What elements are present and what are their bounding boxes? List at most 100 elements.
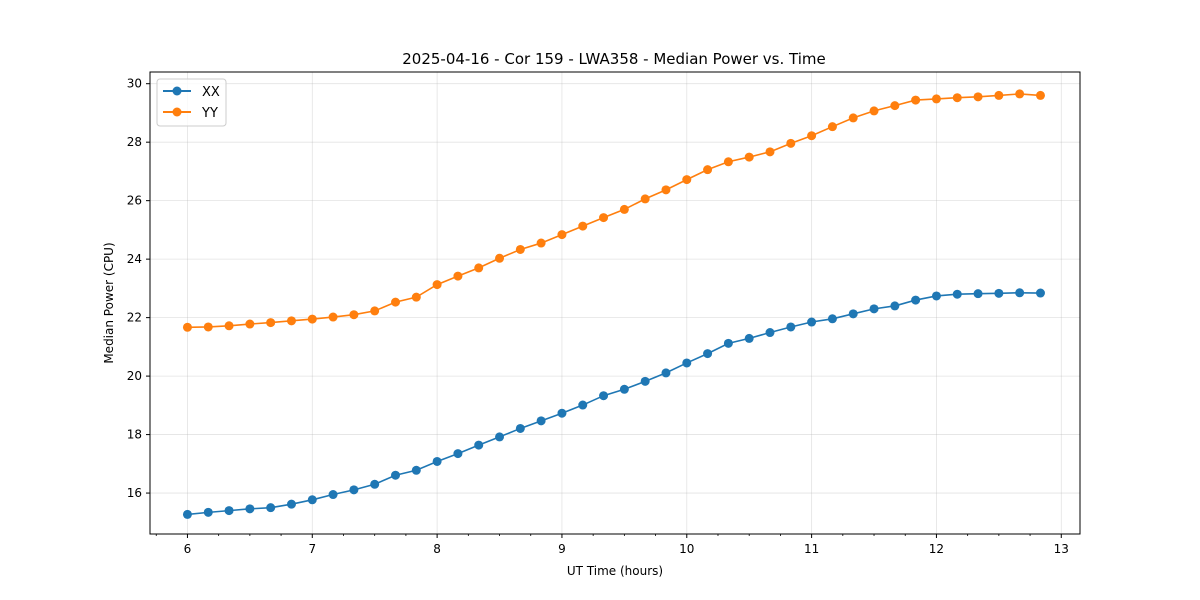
y-axis-label: Median Power (CPU) [102,242,116,363]
series-xx-point [890,301,900,311]
series-xx-point [723,338,733,348]
series-yy-point [807,131,817,141]
series-xx-point [682,358,692,368]
series-yy-point [578,221,588,231]
series-yy-point [640,194,650,204]
series-yy-point [349,310,359,320]
series-xx-point [286,499,296,509]
x-tick-label: 13 [1054,542,1069,556]
series-yy-point [536,238,546,248]
x-tick-label: 8 [433,542,441,556]
series-yy-point [224,321,234,331]
y-tick-label: 16 [127,486,142,500]
series-yy-point [869,106,879,116]
series-yy-point [786,138,796,148]
series-xx-point [765,328,775,338]
series-yy-point [703,165,713,175]
series-xx-point [182,509,192,519]
series-xx-point [1015,288,1025,298]
series-yy-point [328,312,338,322]
series-yy-point [495,253,505,263]
legend-yy-marker [172,107,182,117]
series-yy-point [973,92,983,102]
y-tick-label: 20 [127,369,142,383]
series-xx-point [973,289,983,299]
series-xx-point [1035,288,1045,298]
grid-lines [150,72,1080,534]
series-yy-point [453,271,463,281]
series-xx-point [391,470,401,480]
y-axis-ticks: 16 18 20 22 24 26 28 30 [127,77,150,500]
series-xx-point [599,391,609,401]
series-yy-point [182,322,192,332]
y-tick-label: 26 [127,194,142,208]
series-yy-point [1035,90,1045,100]
series-xx-point [931,291,941,301]
series-yy-point [474,263,484,273]
series-xx-point [786,322,796,332]
chart-title: 2025-04-16 - Cor 159 - LWA358 - Median P… [402,50,826,68]
series-xx-point [827,314,837,324]
series-xx-point [203,507,213,517]
series-yy-point [599,213,609,223]
series-xx-point [619,384,629,394]
series-yy-point [911,95,921,105]
series-xx-point [349,485,359,495]
y-tick-label: 30 [127,77,142,91]
series-yy-point [931,94,941,104]
legend-xx-label: XX [202,85,220,100]
series-yy-point [391,297,401,307]
series-xx-point [869,304,879,314]
y-tick-label: 24 [127,252,142,266]
series-yy-point [1015,89,1025,99]
series-xx-point [744,333,754,343]
x-tick-label: 12 [929,542,944,556]
x-tick-label: 10 [679,542,694,556]
series-yy-point [245,319,255,329]
series-xx-point [994,288,1004,298]
series-yy-point [432,280,442,290]
series-yy-point [723,157,733,167]
series-yy-point [994,90,1004,100]
series-xx-point [328,490,338,500]
series-yy-point [952,93,962,103]
series-xx-point [952,289,962,299]
legend: XX YY [156,78,227,127]
x-tick-label: 6 [184,542,192,556]
series-xx-point [370,479,380,489]
series-yy-point [370,306,380,316]
series-yy-point [307,314,317,324]
series-yy-point [682,175,692,185]
series-xx-point [911,295,921,305]
legend-xx-marker [172,86,182,96]
series-xx-point [474,440,484,450]
series-xx-point [807,317,817,327]
x-tick-label: 11 [804,542,819,556]
series-xx-point [578,400,588,410]
x-tick-label: 9 [558,542,566,556]
x-tick-label: 7 [308,542,316,556]
y-tick-label: 18 [127,428,142,442]
series-yy-point [744,152,754,162]
series-xx-point [848,309,858,319]
series-yy-point [203,322,213,332]
series-xx-point [266,503,276,513]
series-xx-point [661,368,671,378]
series-yy-point [286,316,296,326]
series-layer [182,89,1045,519]
series-xx-point [515,423,525,433]
series-xx-point [245,504,255,514]
series-xx-point [557,408,567,418]
series-yy-point [411,292,421,302]
y-tick-label: 28 [127,135,142,149]
series-yy-point [765,147,775,157]
series-xx-point [432,456,442,466]
series-xx-point [224,506,234,516]
series-xx-point [640,376,650,386]
series-xx-point [307,495,317,505]
series-xx-point [453,449,463,459]
series-yy-point [890,101,900,111]
series-yy-point [661,185,671,195]
series-yy-point [848,113,858,123]
